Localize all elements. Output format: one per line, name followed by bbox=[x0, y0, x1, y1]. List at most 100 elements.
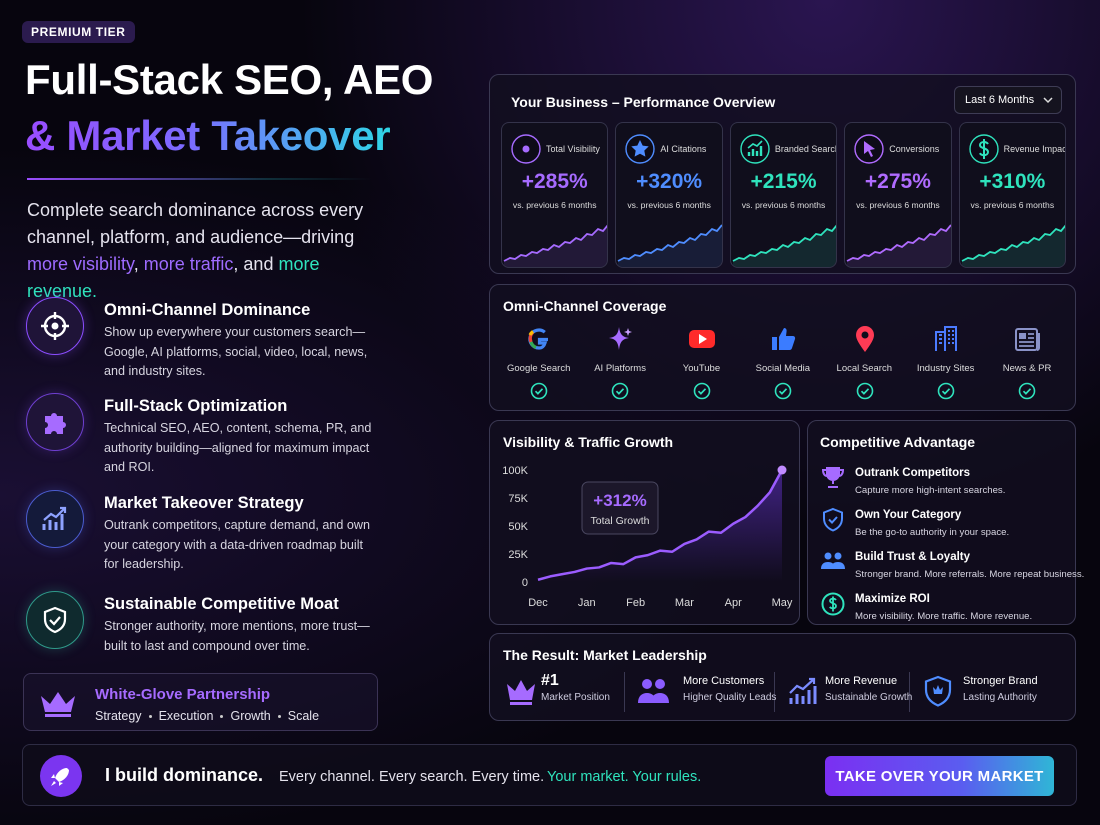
hero-title: Full-Stack SEO, AEO bbox=[25, 56, 434, 103]
channel-icon bbox=[772, 328, 796, 350]
x-tick-label: Feb bbox=[626, 597, 645, 609]
area bbox=[538, 470, 782, 582]
hero-title: & Market Takeover bbox=[25, 112, 391, 159]
result-panel: The Result: Market Leadership #1 Market P… bbox=[489, 633, 1076, 721]
advantage-panel: Competitive Advantage Outrank Competitor… bbox=[807, 420, 1084, 625]
icon bbox=[45, 413, 66, 434]
icon-shape bbox=[51, 322, 59, 330]
metric-value: +275% bbox=[864, 170, 931, 193]
channel-label: Social Media bbox=[755, 363, 811, 374]
period-dropdown[interactable]: Last 6 Months bbox=[954, 86, 1062, 114]
icon-shape bbox=[51, 774, 63, 786]
metric-value: +285% bbox=[521, 170, 588, 193]
icon bbox=[511, 134, 541, 164]
intro-text: Complete search dominance across every c… bbox=[27, 200, 364, 247]
partnership: White-Glove Partnership Strategy Executio… bbox=[23, 673, 378, 731]
icon-shape bbox=[834, 552, 842, 560]
channel: YouTube bbox=[661, 321, 742, 403]
icon-shape bbox=[528, 328, 548, 350]
channel-icon bbox=[934, 326, 957, 351]
result-title: More Revenue bbox=[825, 675, 898, 687]
x-tick-label: Jan bbox=[578, 597, 596, 609]
icon-shape bbox=[503, 224, 608, 262]
feature-title: Full-Stack Optimization bbox=[104, 397, 288, 415]
icon-shape bbox=[609, 327, 630, 350]
metric-card: Branded Search +215% vs. previous 6 months bbox=[729, 122, 838, 268]
metric-card: Conversions +275% vs. previous 6 months bbox=[844, 122, 952, 268]
metric-card: AI Citations +320% vs. previous 6 months bbox=[615, 122, 723, 268]
icon bbox=[42, 506, 67, 530]
annotation-box bbox=[581, 481, 659, 535]
partnership-item: Scale bbox=[287, 709, 320, 723]
icon-shape bbox=[829, 596, 837, 612]
sparkline bbox=[503, 224, 608, 267]
icon-shape bbox=[789, 686, 817, 704]
icon-shape bbox=[642, 679, 652, 689]
metric-value: +320% bbox=[636, 170, 703, 193]
icon-shape bbox=[618, 224, 722, 262]
icon bbox=[507, 680, 535, 705]
icon-shape bbox=[821, 562, 845, 569]
metric-note: vs. previous 6 months bbox=[741, 200, 826, 210]
feature: Sustainable Competitive Moat Stronger aut… bbox=[26, 591, 386, 681]
x-tick-label: Apr bbox=[725, 597, 742, 609]
icon-shape bbox=[824, 552, 832, 560]
icon-shape bbox=[510, 702, 532, 705]
line bbox=[537, 469, 784, 581]
icon bbox=[41, 312, 69, 340]
icon-shape bbox=[534, 388, 544, 395]
feature-description: Technical SEO, AEO, content, schema, PR,… bbox=[104, 421, 372, 474]
y-tick-label: 100K bbox=[502, 465, 528, 477]
icon-shape bbox=[934, 326, 957, 351]
icon-shape bbox=[45, 714, 71, 717]
metric-label: Branded Search bbox=[774, 144, 838, 154]
channel: Local Search bbox=[824, 321, 905, 403]
annotation-label: Total Growth bbox=[591, 515, 650, 527]
intro-text: , and bbox=[233, 254, 274, 274]
feature-title: Market Takeover Strategy bbox=[104, 494, 304, 512]
icon bbox=[638, 679, 669, 703]
result-items: #1 Market Position More Customers Higher Qu… bbox=[500, 672, 1070, 712]
check-icon bbox=[774, 382, 792, 400]
icon bbox=[43, 606, 67, 634]
feature-icon bbox=[26, 591, 84, 649]
channel-label: AI Platforms bbox=[594, 363, 646, 374]
icon bbox=[625, 134, 656, 164]
icon-shape bbox=[1019, 382, 1036, 400]
icon bbox=[789, 677, 817, 704]
intro-text: , bbox=[133, 254, 139, 274]
advantage-title: Outrank Competitors bbox=[855, 467, 971, 479]
icon-shape bbox=[937, 382, 955, 400]
metric-note: vs. previous 6 months bbox=[856, 200, 940, 210]
icon-shape bbox=[779, 388, 788, 395]
chart-title: Visibility & Traffic Growth bbox=[503, 434, 674, 450]
metric-note: vs. previous 6 months bbox=[512, 200, 597, 210]
icon-shape bbox=[42, 514, 64, 530]
icon-shape bbox=[774, 382, 792, 400]
icon-shape bbox=[827, 468, 839, 480]
feature-title: Sustainable Competitive Moat bbox=[104, 595, 339, 613]
icon-shape bbox=[823, 507, 843, 532]
intro-highlight: more visibility bbox=[27, 254, 134, 274]
icon-shape bbox=[638, 693, 669, 703]
chevron bbox=[1043, 97, 1053, 104]
panel-title: Omni-Channel Coverage bbox=[503, 298, 667, 314]
icon-shape bbox=[860, 388, 869, 395]
cta-button[interactable]: TAKE OVER YOUR MARKET bbox=[825, 756, 1054, 796]
icon-shape bbox=[45, 413, 66, 434]
metric-label: Total Visibility bbox=[546, 144, 600, 154]
icon-shape bbox=[530, 382, 548, 400]
icon-shape bbox=[732, 224, 837, 262]
panel-title: Your Business – Performance Overview bbox=[511, 94, 776, 110]
feature-description: Outrank competitors, capture demand, and… bbox=[104, 518, 371, 571]
icon-shape bbox=[693, 382, 711, 400]
channel-icon bbox=[1015, 328, 1041, 351]
bullet bbox=[148, 714, 152, 718]
advantage-description: Stronger brand. More referrals. More rep… bbox=[855, 569, 1085, 580]
intro-highlight: more revenue. bbox=[27, 254, 320, 301]
icon-shape bbox=[1037, 333, 1041, 351]
partnership-items: Strategy Execution Growth Scale bbox=[95, 709, 319, 723]
x-tick-label: May bbox=[772, 597, 793, 609]
